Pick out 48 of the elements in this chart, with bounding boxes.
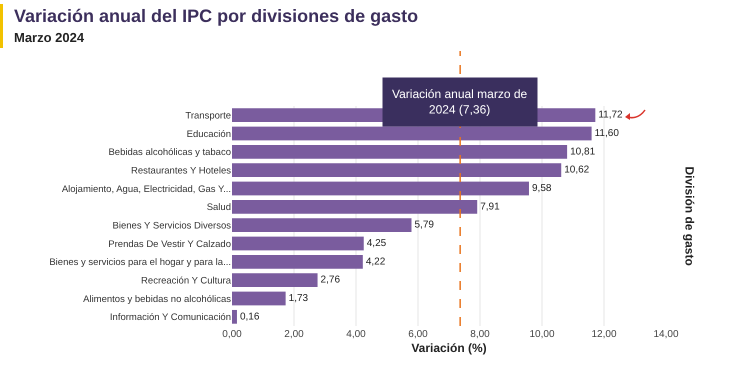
data-label: 2,76 bbox=[320, 274, 340, 286]
x-tick-label: 14,00 bbox=[653, 329, 679, 340]
text: Marzo 2024 bbox=[14, 30, 86, 45]
data-label: 4,25 bbox=[366, 238, 387, 249]
y-tick-label: Educación bbox=[186, 128, 231, 140]
bar bbox=[232, 292, 286, 306]
y-tick-label: Recreación Y Cultura bbox=[141, 275, 232, 286]
y-tick-label: Bebidas alcohólicas y tabaco bbox=[108, 147, 231, 158]
bar bbox=[232, 126, 592, 140]
data-label: 11,72 bbox=[598, 110, 624, 121]
chart-title: Variación anual del IPC por divisiones de gasto bbox=[14, 6, 418, 27]
y-tick-label: Transporte bbox=[185, 110, 231, 122]
x-tick-label: 0,00 bbox=[222, 329, 242, 340]
data-label: 7,91 bbox=[480, 201, 500, 212]
x-tick-label: 8,00 bbox=[470, 329, 490, 340]
y-tick-label: Información Y Comunicación bbox=[110, 312, 231, 324]
x-tick-label: 4,00 bbox=[346, 329, 366, 340]
x-tick-label: 10,00 bbox=[529, 329, 555, 340]
x-tick-label: 12,00 bbox=[591, 329, 617, 340]
bar bbox=[232, 310, 237, 324]
bar bbox=[232, 236, 364, 250]
data-label: 4,22 bbox=[366, 256, 386, 268]
y-axis-title: División de gasto bbox=[682, 166, 697, 266]
y-tick-label: Alojamiento, Agua, Electricidad, Gas Y... bbox=[62, 184, 231, 195]
bar bbox=[232, 218, 412, 232]
bar bbox=[232, 200, 478, 214]
data-label: 0,16 bbox=[240, 311, 260, 322]
x-tick-label: 6,00 bbox=[408, 329, 428, 340]
y-tick-label: Prendas De Vestir Y Calzado bbox=[108, 238, 231, 250]
data-label: 11,60 bbox=[594, 128, 620, 140]
y-tick-label: Restaurantes Y Hoteles bbox=[131, 165, 232, 176]
y-tick-label: Alimentos y bebidas no alcohólicas bbox=[83, 294, 232, 305]
data-label: 10,62 bbox=[564, 164, 590, 176]
x-axis-title: Variación (%) bbox=[411, 340, 487, 355]
data-label: 1,73 bbox=[288, 292, 309, 304]
bar bbox=[232, 273, 318, 288]
y-tick-label: Bienes y servicios para el hogar y para la... bbox=[49, 257, 231, 268]
data-label: 10,81 bbox=[570, 146, 596, 158]
data-label: 5,79 bbox=[414, 220, 434, 231]
data-label: 9,58 bbox=[532, 183, 552, 194]
y-tick-label: Bienes Y Servicios Diversos bbox=[112, 220, 232, 232]
y-tick-label: Salud bbox=[206, 202, 231, 214]
ref-line-label: Variación anual marzo de 2024 (7,36) bbox=[392, 87, 528, 117]
bar bbox=[232, 254, 363, 269]
x-tick-label: 2,00 bbox=[284, 329, 304, 340]
bar bbox=[232, 163, 562, 178]
bar bbox=[232, 144, 568, 159]
bar bbox=[232, 182, 529, 196]
